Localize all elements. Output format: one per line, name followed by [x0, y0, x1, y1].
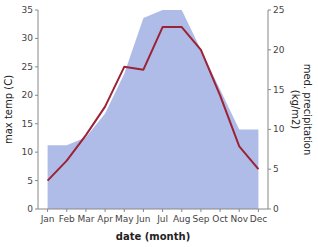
y2-tick: [268, 89, 271, 90]
y-tick: [35, 38, 38, 39]
y2-tick: [268, 209, 271, 210]
y-tick-label: 20: [22, 90, 34, 100]
y2-tick-label: 0: [273, 204, 279, 214]
y-axis-line: [38, 10, 39, 209]
y-tick-label: 35: [22, 5, 33, 15]
x-tick-label: Jan: [40, 214, 55, 224]
y-tick: [35, 123, 38, 124]
y-tick-label: 0: [27, 204, 33, 214]
y-tick: [35, 152, 38, 153]
y2-tick: [268, 49, 271, 50]
x-tick: [239, 209, 240, 212]
y2-tick: [268, 169, 271, 170]
y-tick-label: 5: [27, 176, 33, 186]
y2-tick-label: 15: [273, 85, 284, 95]
x-tick: [47, 209, 48, 212]
x-tick: [162, 209, 163, 212]
y2-axis-label-line: med. precipitation: [302, 64, 313, 156]
y-tick: [35, 95, 38, 96]
y-tick-label: 25: [22, 62, 33, 72]
x-tick: [143, 209, 144, 212]
x-tick-label: Nov: [230, 214, 248, 224]
area: [48, 10, 259, 209]
y2-tick-label: 20: [273, 45, 285, 55]
x-tick-label: Sep: [192, 214, 209, 224]
x-tick-label: Oct: [212, 214, 228, 224]
x-tick-label: Feb: [59, 214, 75, 224]
y-tick: [35, 10, 38, 11]
y2-tick-label: 10: [273, 124, 285, 134]
y-tick-label: 10: [22, 147, 34, 157]
x-tick: [200, 209, 201, 212]
x-tick-label: Jun: [135, 214, 150, 224]
y2-axis-label-line: (kg/m2): [290, 90, 301, 130]
line: [48, 27, 259, 181]
x-axis-line: [38, 209, 268, 210]
y-tick: [35, 209, 38, 210]
x-tick: [66, 209, 67, 212]
x-tick: [105, 209, 106, 212]
plot-area: [48, 10, 259, 209]
y2-axis-label: med. precipitation(kg/m2): [290, 64, 313, 156]
x-tick-label: Apr: [97, 214, 113, 224]
x-tick-label: Dec: [250, 214, 267, 224]
y2-tick-label: 25: [273, 5, 284, 15]
x-tick-label: May: [115, 214, 134, 224]
x-tick-label: Jul: [156, 214, 168, 224]
x-tick: [258, 209, 259, 212]
x-tick: [181, 209, 182, 212]
y-tick-label: 15: [22, 119, 33, 129]
y-axis-label: max temp (C): [3, 75, 14, 144]
y-tick: [35, 180, 38, 181]
x-axis-label: date (month): [116, 231, 190, 242]
chart: 051015202530350510152025JanFebMarAprMayJ…: [0, 0, 318, 247]
y2-axis-line: [268, 10, 269, 209]
x-tick: [85, 209, 86, 212]
y2-tick: [268, 129, 271, 130]
y-tick: [35, 66, 38, 67]
x-tick-label: Mar: [77, 214, 94, 224]
x-tick-label: Aug: [173, 214, 191, 224]
x-tick: [220, 209, 221, 212]
y2-tick-label: 5: [273, 164, 279, 174]
y2-tick: [268, 10, 271, 11]
y-tick-label: 30: [22, 33, 34, 43]
x-tick: [124, 209, 125, 212]
